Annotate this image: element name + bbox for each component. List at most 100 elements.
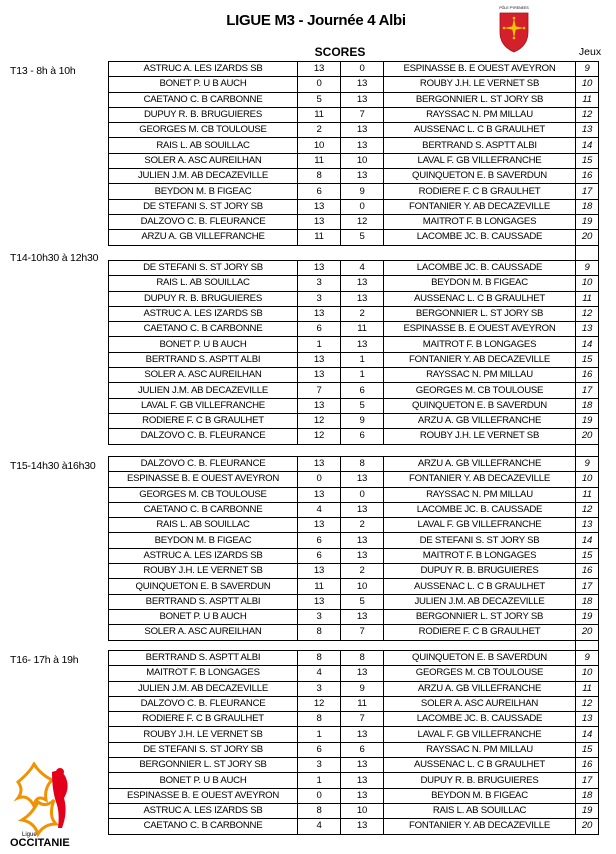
table-row: DALZOVO C. B. FLEURANCE 13 12 MAITROT F. B … (108, 213, 599, 231)
player2-cell: FONTANIER Y. AB DECAZEVILLE (383, 198, 576, 215)
score1-cell: 8 (297, 168, 341, 185)
player1-cell: MAITROT F. B LONGAGES (108, 665, 298, 682)
score2-cell: 9 (340, 183, 384, 200)
score1-cell: 12 (297, 428, 341, 445)
table-row: ASTRUC A. LES IZARDS SB 6 13 MAITROT F. B L… (108, 547, 599, 565)
score1-cell: 3 (297, 680, 341, 697)
player1-cell: ASTRUC A. LES IZARDS SB (108, 802, 298, 820)
score2-cell: 13 (340, 336, 384, 353)
table-row: QUINQUETON E. B SAVERDUN 11 10 AUSSENAC L. … (108, 578, 599, 595)
player2-cell: AUSSENAC L. C B GRAULHET (383, 578, 576, 595)
table-row: ESPINASSE B. E OUEST AVEYRON 0 13 FONTANIER… (108, 471, 599, 488)
score1-cell: 13 (297, 305, 341, 323)
score2-cell: 13 (340, 501, 384, 519)
score1-cell: 6 (297, 741, 341, 759)
jeux-cell: 9 (575, 649, 599, 667)
jeux-cell: 10 (575, 471, 599, 488)
score1-cell: 0 (297, 471, 341, 488)
jeux-cell: 19 (575, 412, 599, 430)
table-row: ASTRUC A. LES IZARDS SB 13 0 ESPINASSE B. E… (108, 60, 599, 78)
player1-cell: BONET P. U B AUCH (108, 608, 298, 626)
score1-cell: 6 (297, 321, 341, 338)
jeux-cell: 13 (575, 321, 599, 338)
score1-cell: 13 (297, 563, 341, 580)
score1-cell: 13 (297, 455, 341, 473)
score1-cell: 13 (297, 397, 341, 414)
score2-cell: 13 (340, 608, 384, 626)
player2-cell: RODIERE F. C B GRAULHET (383, 624, 576, 641)
table-row: ASTRUC A. LES IZARDS SB 13 2 BERGONNIER L. … (108, 305, 599, 323)
jeux-cell: 16 (575, 168, 599, 185)
score1-cell: 13 (297, 486, 341, 503)
jeux-cell: 14 (575, 336, 599, 353)
player2-cell: GEORGES M. CB TOULOUSE (383, 665, 576, 682)
score2-cell: 13 (340, 757, 384, 774)
jeux-cell: 13 (575, 122, 599, 139)
table-row: CAETANO C. B CARBONNE 4 13 LACOMBE JC. B. C… (108, 501, 599, 519)
table-row: CAETANO C. B CARBONNE 4 13 FONTANIER Y. AB … (108, 818, 599, 835)
score1-cell: 3 (297, 275, 341, 292)
player2-cell: DUPUY R. B. BRUGUIERES (383, 772, 576, 789)
table-row: SOLER A. ASC AUREILHAN 8 7 RODIERE F. C B G… (108, 624, 599, 641)
score1-cell: 6 (297, 547, 341, 565)
player1-cell: RODIERE F. C B GRAULHET (108, 711, 298, 728)
score2-cell: 11 (340, 695, 384, 713)
svg-text:OCCITANIE: OCCITANIE (10, 837, 70, 848)
scores-table: ASTRUC A. LES IZARDS SB 13 0 ESPINASSE B. E… (108, 60, 599, 246)
table-row: ESPINASSE B. E OUEST AVEYRON 0 13 BEYDON M.… (108, 787, 599, 804)
score1-cell: 6 (297, 532, 341, 549)
player2-cell: FONTANIER Y. AB DECAZEVILLE (383, 818, 576, 835)
player1-cell: SOLER A. ASC AUREILHAN (108, 152, 298, 170)
player2-cell: AUSSENAC L. C B GRAULHET (383, 122, 576, 139)
table-row: CAETANO C. B CARBONNE 5 13 BERGONNIER L. ST… (108, 91, 599, 108)
score2-cell: 13 (340, 547, 384, 565)
jeux-cell: 10 (575, 665, 599, 682)
score2-cell: 0 (340, 198, 384, 215)
table-row: DALZOVO C. B. FLEURANCE 13 8 ARZU A. GB VIL… (108, 455, 599, 473)
player1-cell: QUINQUETON E. B SAVERDUN (108, 578, 298, 595)
score2-cell: 7 (340, 624, 384, 641)
player2-cell: MAITROT F. B LONGAGES (383, 547, 576, 565)
scores-table: DALZOVO C. B. FLEURANCE 13 8 ARZU A. GB VIL… (108, 455, 599, 641)
player2-cell: ESPINASSE B. E OUEST AVEYRON (383, 60, 576, 78)
score2-cell: 13 (340, 137, 384, 154)
page-title: LIGUE M3 - Journée 4 Albi (0, 12, 616, 29)
score1-cell: 0 (297, 76, 341, 93)
score1-cell: 4 (297, 501, 341, 519)
player2-cell: RAYSSAC N. PM MILLAU (383, 106, 576, 124)
jeux-cell: 9 (575, 259, 599, 277)
score2-cell: 13 (340, 76, 384, 93)
player1-cell: SOLER A. ASC AUREILHAN (108, 624, 298, 641)
svg-text:Ligue: Ligue (22, 832, 37, 838)
round-label: T15-14h30 à16h30 (10, 460, 96, 472)
jeux-cell: 18 (575, 593, 599, 610)
jeux-cell: 16 (575, 367, 599, 384)
score2-cell: 2 (340, 517, 384, 534)
jeux-cell: 18 (575, 198, 599, 215)
score1-cell: 5 (297, 91, 341, 108)
player1-cell: CAETANO C. B CARBONNE (108, 91, 298, 108)
table-row: RAIS L. AB SOUILLAC 13 2 LAVAL F. GB VILLEF… (108, 517, 599, 534)
jeux-cell: 14 (575, 532, 599, 549)
table-row: ROUBY J.H. LE VERNET SB 1 13 LAVAL F. GB VI… (108, 726, 599, 743)
score2-cell: 13 (340, 122, 384, 139)
table-row: BERGONNIER L. ST JORY SB 3 13 AUSSENAC L. C… (108, 757, 599, 774)
table-row: DUPUY R. B. BRUGUIERES 11 7 RAYSSAC N. PM M… (108, 106, 599, 124)
player2-cell: QUINQUETON E. B SAVERDUN (383, 168, 576, 185)
player1-cell: GEORGES M. CB TOULOUSE (108, 122, 298, 139)
score1-cell: 8 (297, 649, 341, 667)
score1-cell: 2 (297, 122, 341, 139)
score2-cell: 6 (340, 428, 384, 445)
jeux-cell: 12 (575, 106, 599, 124)
player2-cell: QUINQUETON E. B SAVERDUN (383, 397, 576, 414)
table-row: SOLER A. ASC AUREILHAN 13 1 RAYSSAC N. PM M… (108, 367, 599, 384)
table-row: BONET P. U B AUCH 1 13 MAITROT F. B LONGAGE… (108, 336, 599, 353)
jeux-cell: 11 (575, 91, 599, 108)
player1-cell: ROUBY J.H. LE VERNET SB (108, 563, 298, 580)
jeux-cell: 20 (575, 428, 599, 445)
score1-cell: 13 (297, 351, 341, 369)
table-row: BERTRAND S. ASPTT ALBI 13 1 FONTANIER Y. AB… (108, 351, 599, 369)
table-row: RAIS L. AB SOUILLAC 3 13 BEYDON M. B FIGEAC… (108, 275, 599, 292)
jeux-cell: 14 (575, 726, 599, 743)
table-row: BONET P. U B AUCH 3 13 BERGONNIER L. ST JOR… (108, 608, 599, 626)
